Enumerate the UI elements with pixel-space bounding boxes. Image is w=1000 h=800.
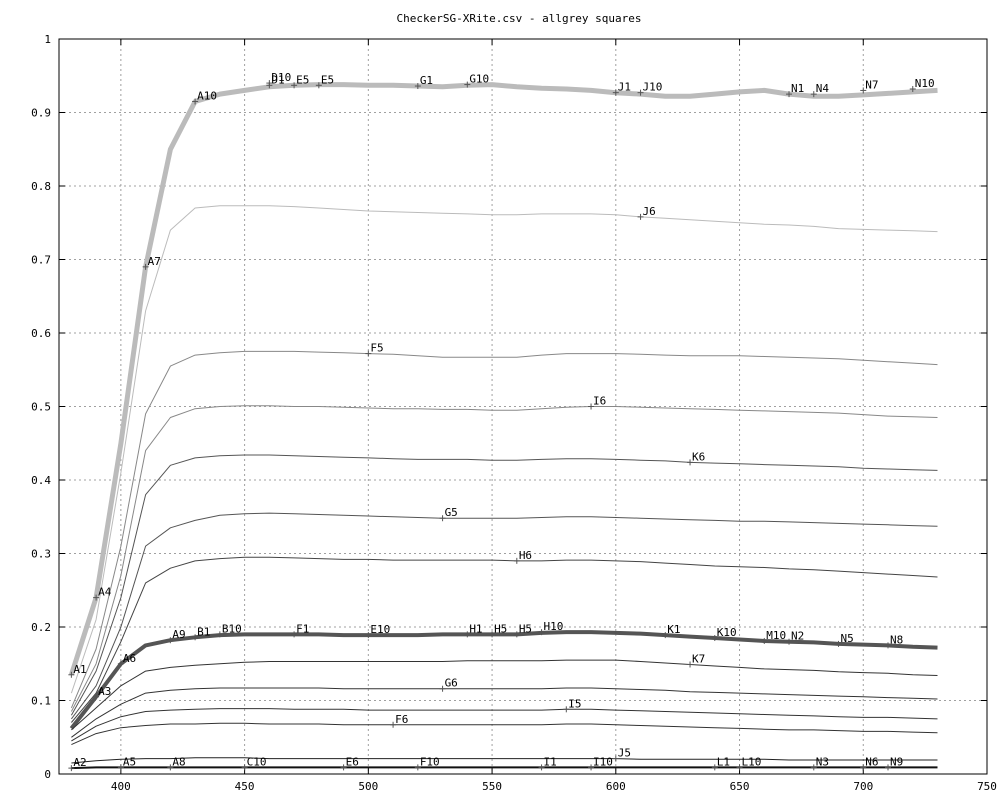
patch-label: N8: [890, 633, 903, 646]
series-line-4: [70, 405, 938, 712]
patch-label: E5: [321, 73, 334, 86]
series-line-8: [69, 630, 938, 730]
patch-label: F1: [296, 622, 309, 635]
x-tick-label: 650: [730, 780, 750, 793]
series-line-10: [71, 687, 938, 738]
patch-label: A5: [123, 755, 136, 768]
patch-label: E5: [296, 73, 309, 86]
y-tick-label: 1: [44, 33, 51, 46]
y-tick-label: 0.8: [31, 180, 51, 193]
patch-label: I5: [568, 697, 581, 710]
x-tick-label: 700: [853, 780, 873, 793]
series-line-12: [71, 722, 938, 746]
patch-label: N6: [865, 755, 878, 768]
patch-label: L1: [717, 755, 730, 768]
patch-label: K6: [692, 450, 705, 463]
series-line-13: [71, 757, 938, 764]
y-tick-label: 0.4: [31, 474, 51, 487]
patch-label: J6: [643, 205, 656, 218]
patch-label: I10: [593, 755, 613, 768]
patch-label: M10: [766, 629, 786, 642]
patch-label: K7: [692, 652, 705, 665]
patch-label: A1: [73, 663, 86, 676]
grid: [59, 39, 987, 774]
patch-label: A4: [98, 586, 112, 599]
patch-label: G10: [469, 73, 489, 86]
x-tick-label: 400: [111, 780, 131, 793]
series-line-6: [70, 512, 938, 720]
patch-label: H5: [519, 622, 532, 635]
patch-label: K1: [667, 623, 680, 636]
y-tick-label: 0.1: [31, 695, 51, 708]
patch-label: D1: [271, 73, 284, 86]
patch-label: N9: [890, 755, 903, 768]
patch-label: K10: [717, 626, 737, 639]
x-tick-label: 600: [606, 780, 626, 793]
patch-label: G1: [420, 74, 433, 87]
series-line-11: [71, 708, 938, 742]
patch-label: G6: [445, 677, 458, 690]
patch-label: C10: [247, 755, 267, 768]
patch-label: F6: [395, 713, 408, 726]
patch-label: A6: [123, 652, 136, 665]
series-lines: [69, 82, 938, 770]
y-tick-label: 0.9: [31, 107, 51, 120]
patch-label: N1: [791, 82, 804, 95]
series-line-5: [70, 454, 938, 716]
patch-label: A8: [172, 755, 185, 768]
y-tick-label: 0.3: [31, 548, 51, 561]
y-tick-label: 0: [44, 768, 51, 781]
patch-label: E6: [346, 755, 359, 768]
patch-label: G5: [445, 506, 458, 519]
patch-label: I6: [593, 395, 606, 408]
series-line-3: [70, 350, 938, 709]
patch-label: D10: [271, 71, 291, 84]
patch-label: H1: [469, 622, 482, 635]
series-line-1: [69, 82, 938, 676]
y-tick-label: 0.5: [31, 401, 51, 414]
patch-label: H10: [544, 620, 564, 633]
patch-label: N3: [816, 755, 829, 768]
series-line-2: [70, 205, 938, 694]
plot-frame: [58, 38, 988, 775]
x-tick-label: 500: [358, 780, 378, 793]
patch-label: J10: [643, 81, 663, 94]
patch-label: J1: [618, 81, 631, 94]
patch-label: A7: [148, 255, 161, 268]
patch-label: F10: [420, 755, 440, 768]
patch-label: I1: [544, 755, 557, 768]
patch-label: A9: [172, 628, 185, 641]
patch-label: N10: [915, 77, 935, 90]
chart-title: CheckerSG-XRite.csv - allgrey squares: [396, 12, 641, 25]
axis-ticks: 0 0.1 0.2 0.3 0.4 0.5 0.6 0.7 0.8 0.9 1 400 450 500 55…: [31, 33, 997, 793]
patch-label: H6: [519, 549, 532, 562]
patch-label: H5: [494, 622, 507, 635]
patch-label: L10: [742, 755, 762, 768]
y-tick-label: 0.2: [31, 621, 51, 634]
patch-label: A3: [98, 685, 111, 698]
patch-label: F5: [370, 342, 383, 355]
series-line-9: [71, 659, 938, 731]
patch-label: A2: [73, 756, 86, 769]
x-tick-label: 750: [977, 780, 997, 793]
patch-label: N4: [816, 82, 830, 95]
series-line-7: [71, 556, 938, 723]
patch-label: B1: [197, 625, 210, 638]
patch-label: N5: [841, 632, 854, 645]
patch-label: B10: [222, 622, 242, 635]
series-line-14: [71, 766, 938, 770]
patch-label: N7: [865, 78, 878, 91]
patch-label: N2: [791, 630, 804, 643]
patch-label: J5: [618, 747, 631, 760]
x-tick-label: 450: [235, 780, 255, 793]
patch-label: A10: [197, 89, 217, 102]
y-tick-label: 0.6: [31, 327, 51, 340]
x-tick-label: 550: [482, 780, 502, 793]
y-tick-label: 0.7: [31, 254, 51, 267]
patch-label: E10: [370, 623, 390, 636]
